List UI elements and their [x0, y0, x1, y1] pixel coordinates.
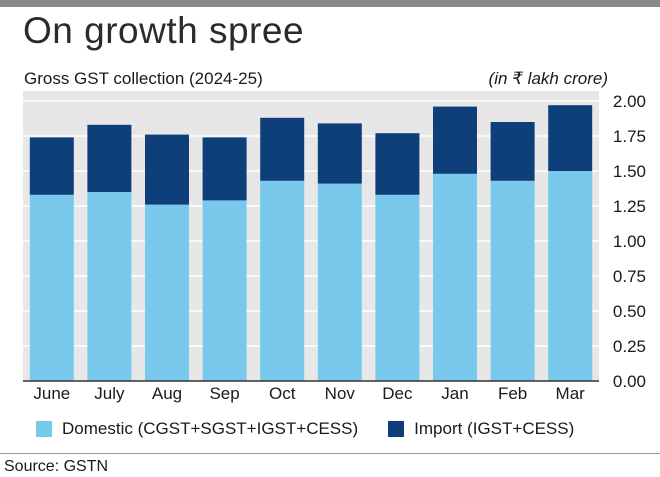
legend-swatch-import — [388, 421, 405, 437]
bar-import — [145, 134, 189, 205]
y-tick-label: 0.25 — [613, 337, 646, 356]
y-tick-label: 0.50 — [613, 302, 646, 321]
bar-domestic — [433, 173, 477, 381]
legend-swatch-domestic — [36, 421, 52, 437]
bar-import — [87, 124, 132, 192]
legend-item-domestic: Domestic (CGST+SGST+IGST+CESS) — [36, 419, 358, 439]
bar-import — [260, 117, 305, 181]
x-tick-label: Aug — [152, 384, 182, 403]
bar-domestic — [375, 194, 420, 381]
y-tick-label: 2.00 — [613, 92, 646, 111]
legend-label-domestic: Domestic (CGST+SGST+IGST+CESS) — [62, 419, 359, 438]
x-tick-label: June — [33, 384, 70, 403]
bar-domestic — [260, 180, 305, 381]
y-tick-label: 1.75 — [613, 127, 646, 146]
bar-import — [317, 123, 362, 184]
bar-domestic — [87, 192, 132, 381]
legend-item-import: Import (IGST+CESS) — [388, 419, 574, 439]
bar-domestic — [202, 200, 247, 381]
y-tick-label: 0.00 — [613, 372, 646, 391]
bar-import — [202, 137, 247, 201]
bar-import — [29, 137, 74, 195]
source-note: Source: GSTN — [4, 458, 109, 475]
bar-import — [490, 122, 535, 181]
bar-import — [548, 105, 593, 171]
x-tick-label: Mar — [556, 384, 586, 403]
bar-domestic — [548, 171, 593, 381]
chart-title: On growth spree — [23, 10, 305, 51]
x-tick-label: Nov — [325, 384, 356, 403]
y-tick-label: 1.00 — [613, 232, 646, 251]
top-rule — [0, 0, 660, 7]
y-tick-label: 1.50 — [613, 162, 646, 181]
bar-domestic — [145, 204, 189, 381]
chart-subtitle: Gross GST collection (2024-25) — [24, 69, 263, 88]
legend-label-import: Import (IGST+CESS) — [414, 419, 575, 438]
x-tick-label: Jan — [441, 384, 468, 403]
x-tick-label: Oct — [269, 384, 296, 403]
bar-domestic — [490, 180, 535, 381]
bar-import — [375, 133, 420, 195]
bar-import — [433, 106, 477, 174]
y-tick-label: 0.75 — [613, 267, 646, 286]
unit-label: (in ₹ lakh crore) — [488, 69, 608, 88]
x-tick-label: Sep — [209, 384, 239, 403]
bar-domestic — [29, 194, 74, 381]
y-tick-label: 1.25 — [613, 197, 646, 216]
legend: Domestic (CGST+SGST+IGST+CESS) Import (I… — [36, 419, 604, 439]
bar-domestic — [317, 183, 362, 381]
x-tick-label: Feb — [498, 384, 527, 403]
x-tick-label: July — [94, 384, 125, 403]
x-tick-label: Dec — [382, 384, 413, 403]
source-divider — [0, 453, 660, 454]
